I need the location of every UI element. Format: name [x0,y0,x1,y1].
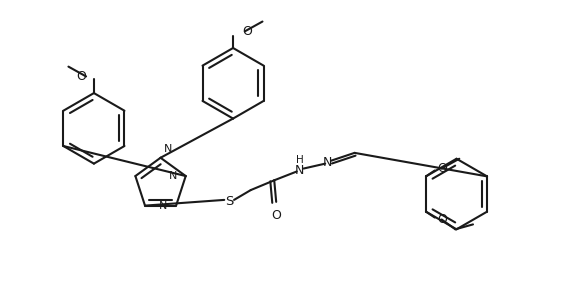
Text: N: N [295,164,304,177]
Text: O: O [76,70,86,83]
Text: O: O [271,209,281,222]
Text: N: N [163,144,172,154]
Text: H: H [296,155,304,165]
Text: N: N [159,201,167,211]
Text: N: N [168,171,177,181]
Text: S: S [225,195,234,208]
Text: N: N [323,156,332,169]
Text: O: O [438,213,448,226]
Text: O: O [438,162,448,175]
Text: O: O [242,25,252,38]
